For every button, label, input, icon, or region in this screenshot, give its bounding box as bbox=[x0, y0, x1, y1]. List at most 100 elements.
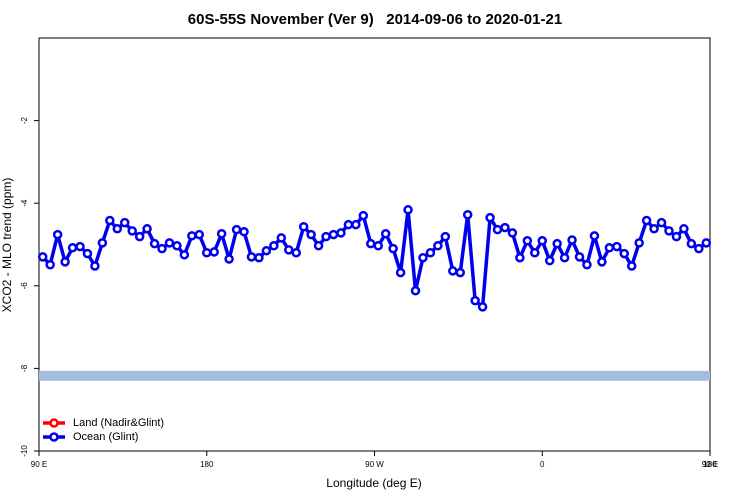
legend-marker bbox=[49, 432, 59, 442]
data-point bbox=[477, 302, 488, 312]
data-point bbox=[626, 261, 637, 271]
data-point bbox=[366, 238, 376, 249]
data-point bbox=[701, 238, 712, 248]
data-point bbox=[179, 250, 190, 260]
data-point bbox=[52, 229, 63, 240]
data-point bbox=[187, 231, 197, 241]
y-tick-label: -6 bbox=[20, 282, 29, 290]
data-point bbox=[82, 248, 93, 259]
data-point bbox=[470, 295, 480, 306]
data-point bbox=[328, 229, 339, 240]
data-point bbox=[164, 238, 175, 248]
legend-label: Ocean (Glint) bbox=[73, 431, 138, 443]
data-point bbox=[507, 228, 518, 238]
data-point bbox=[582, 259, 592, 270]
data-point bbox=[485, 212, 495, 223]
data-point bbox=[105, 215, 115, 226]
data-point bbox=[410, 286, 421, 296]
data-point bbox=[492, 224, 503, 235]
data-point bbox=[500, 222, 510, 233]
chart-title: 60S-55S November (Ver 9) 2014-09-06 to 2… bbox=[188, 11, 562, 28]
data-point bbox=[291, 248, 301, 258]
data-point bbox=[284, 245, 294, 255]
data-point bbox=[45, 259, 55, 270]
data-point bbox=[90, 261, 100, 271]
data-point bbox=[149, 238, 160, 249]
data-point bbox=[172, 240, 182, 251]
data-point bbox=[612, 241, 622, 252]
data-point bbox=[537, 236, 547, 246]
data-point bbox=[298, 221, 309, 232]
data-point bbox=[351, 219, 361, 230]
x-tick-label: 180 bbox=[200, 460, 214, 469]
data-point bbox=[209, 247, 219, 257]
data-point bbox=[127, 226, 137, 236]
data-point bbox=[433, 240, 443, 251]
y-tick-label: -8 bbox=[20, 364, 29, 372]
data-point bbox=[686, 238, 697, 249]
data-point bbox=[157, 243, 167, 254]
data-point bbox=[321, 231, 331, 242]
y-tick-label: -4 bbox=[20, 199, 29, 207]
data-point bbox=[336, 228, 346, 238]
data-point bbox=[530, 248, 540, 258]
data-point bbox=[60, 257, 70, 267]
y-tick-label: -2 bbox=[20, 116, 29, 124]
data-point bbox=[269, 240, 279, 251]
data-point bbox=[649, 224, 659, 234]
data-point bbox=[455, 267, 465, 278]
data-point bbox=[112, 224, 123, 234]
data-point bbox=[358, 210, 369, 221]
data-point bbox=[388, 243, 398, 254]
x-tick-label: 180 bbox=[703, 460, 717, 469]
data-point bbox=[679, 224, 689, 234]
data-point bbox=[380, 229, 391, 239]
data-point bbox=[202, 248, 212, 258]
data-point bbox=[194, 229, 205, 240]
data-point bbox=[142, 224, 152, 234]
data-point bbox=[552, 238, 562, 249]
data-point bbox=[216, 229, 227, 239]
data-point bbox=[604, 243, 615, 253]
data-point bbox=[448, 266, 458, 276]
data-point bbox=[276, 233, 287, 243]
y-tick-label: -10 bbox=[20, 445, 29, 457]
x-axis-label: Longitude (deg E) bbox=[326, 476, 421, 490]
data-point bbox=[403, 205, 413, 215]
data-point bbox=[343, 219, 354, 230]
data-point bbox=[75, 241, 85, 252]
data-point bbox=[634, 238, 644, 248]
data-point bbox=[254, 252, 264, 263]
data-point bbox=[694, 243, 704, 254]
data-point bbox=[231, 224, 242, 235]
data-point bbox=[544, 255, 555, 266]
coverage-band bbox=[39, 370, 710, 381]
data-point bbox=[522, 236, 533, 246]
data-point bbox=[239, 226, 249, 237]
data-point bbox=[119, 217, 130, 228]
y-axis-label: XCO2 - MLO trend (ppm) bbox=[0, 178, 14, 313]
data-point bbox=[515, 252, 525, 263]
data-point bbox=[246, 252, 257, 262]
data-point bbox=[574, 252, 585, 262]
data-point bbox=[224, 254, 234, 264]
data-point bbox=[425, 248, 436, 258]
data-point bbox=[462, 210, 473, 220]
x-tick-label: 90 W bbox=[365, 460, 384, 469]
data-point bbox=[664, 226, 674, 236]
data-point bbox=[567, 235, 577, 245]
data-point bbox=[97, 238, 108, 248]
x-tick-label: 90 E bbox=[31, 460, 47, 469]
data-point bbox=[619, 248, 630, 259]
data-point bbox=[67, 243, 78, 253]
x-tick-label: 90 E bbox=[702, 460, 718, 469]
data-point bbox=[589, 231, 600, 241]
data-point bbox=[559, 252, 570, 263]
data-point bbox=[313, 240, 324, 251]
data-point bbox=[395, 267, 406, 278]
data-point bbox=[597, 257, 607, 267]
data-point bbox=[134, 231, 145, 242]
legend-label: Land (Nadir&Glint) bbox=[73, 417, 164, 429]
legend-marker bbox=[49, 418, 59, 428]
